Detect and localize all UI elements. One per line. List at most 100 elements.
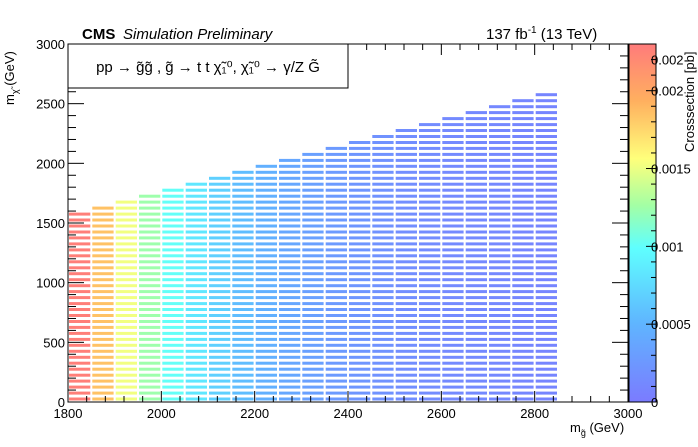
heatmap-cell	[442, 302, 464, 306]
heatmap-cell	[279, 373, 301, 377]
heatmap-cell	[512, 146, 534, 150]
heatmap-cell	[139, 308, 161, 311]
heatmap-cell	[255, 272, 277, 276]
heatmap-cell	[512, 99, 534, 103]
x-tick-label: 2000	[147, 406, 176, 421]
heatmap-cell	[255, 194, 277, 198]
heatmap-cell	[489, 135, 511, 138]
heatmap-cell	[325, 260, 347, 264]
heatmap-cell	[465, 212, 487, 216]
heatmap-cell	[512, 296, 534, 300]
heatmap-cell	[442, 146, 464, 150]
heatmap-cell	[209, 242, 231, 246]
heatmap-cell	[139, 242, 161, 246]
heatmap-cell	[279, 182, 301, 186]
heatmap-cell	[512, 117, 534, 121]
heatmap-cell	[535, 385, 557, 389]
heatmap-cell	[232, 337, 254, 341]
y-axis-title: mχ̃ (GeV)	[2, 51, 20, 105]
heatmap-cell	[372, 397, 394, 401]
heatmap-cell	[535, 242, 557, 246]
heatmap-cell	[489, 170, 511, 174]
heatmap-cell	[115, 254, 137, 258]
heatmap-cell	[302, 206, 324, 210]
heatmap-cell	[349, 272, 371, 276]
heatmap-cell	[302, 379, 324, 383]
heatmap-cell	[512, 260, 534, 264]
heatmap-cell	[442, 117, 464, 121]
heatmap-cell	[535, 343, 557, 347]
heatmap-cell	[442, 361, 464, 365]
heatmap-cell	[372, 355, 394, 359]
heatmap-cell	[162, 254, 184, 258]
heatmap-cell	[535, 355, 557, 359]
heatmap-cell	[139, 373, 161, 377]
heatmap-cell	[115, 266, 137, 270]
heatmap-cell	[419, 242, 441, 246]
heatmap-cell	[255, 236, 277, 240]
heatmap-cell	[535, 367, 557, 371]
heatmap-cell	[232, 230, 254, 234]
heatmap-cell	[325, 355, 347, 359]
heatmap-cell	[255, 373, 277, 377]
heatmap-cell	[349, 158, 371, 162]
heatmap-cell	[465, 254, 487, 258]
heatmap-cell	[92, 260, 114, 264]
heatmap-cell	[419, 176, 441, 180]
heatmap-cell	[185, 206, 207, 210]
heatmap-cell	[302, 361, 324, 365]
heatmap-cell	[419, 170, 441, 174]
heatmap-cell	[162, 343, 184, 347]
heatmap-cell	[395, 248, 417, 252]
heatmap-cell	[139, 367, 161, 371]
heatmap-cell	[419, 379, 441, 383]
heatmap-cell	[535, 379, 557, 383]
heatmap-cell	[489, 242, 511, 246]
heatmap-cell	[372, 314, 394, 317]
heatmap-cell	[232, 254, 254, 258]
heatmap-cell	[255, 182, 277, 186]
heatmap-cell	[465, 170, 487, 174]
heatmap-cell	[69, 349, 91, 353]
heatmap-cell	[535, 254, 557, 258]
heatmap-cell	[372, 194, 394, 198]
heatmap-cell	[395, 266, 417, 270]
heatmap-cell	[115, 373, 137, 377]
heatmap-cell	[232, 284, 254, 288]
heatmap-cell	[302, 176, 324, 180]
heatmap-cell	[139, 236, 161, 240]
heatmap-cell	[349, 200, 371, 204]
heatmap-cell	[209, 308, 231, 311]
heatmap-cell	[512, 373, 534, 377]
heatmap-cell	[465, 123, 487, 127]
heatmap-cell	[349, 320, 371, 323]
heatmap-cell	[255, 230, 277, 234]
heatmap-cell	[162, 272, 184, 276]
heatmap-cell	[465, 224, 487, 228]
heatmap-cell	[465, 248, 487, 252]
heatmap-cell	[535, 212, 557, 216]
heatmap-cell	[372, 308, 394, 311]
heatmap-cell	[162, 337, 184, 341]
y-tick-label: 2500	[36, 97, 65, 112]
heatmap-cell	[255, 355, 277, 359]
heatmap-cell	[279, 325, 301, 329]
heatmap-cell	[419, 349, 441, 353]
heatmap-cell	[465, 242, 487, 246]
heatmap-cell	[255, 260, 277, 264]
heatmap-cell	[372, 290, 394, 294]
heatmap-cell	[279, 308, 301, 311]
heatmap-cell	[442, 314, 464, 317]
heatmap-cell	[69, 302, 91, 306]
heatmap-cell	[419, 361, 441, 365]
heatmap-cell	[115, 337, 137, 341]
heatmap-cell	[325, 230, 347, 234]
heatmap-cell	[162, 218, 184, 222]
heatmap-cell	[442, 278, 464, 282]
heatmap-cell	[279, 260, 301, 264]
heatmap-cell	[162, 290, 184, 294]
heatmap-cell	[255, 164, 277, 168]
heatmap-cell	[115, 200, 137, 204]
heatmap-cell	[349, 212, 371, 216]
heatmap-cell	[279, 158, 301, 162]
